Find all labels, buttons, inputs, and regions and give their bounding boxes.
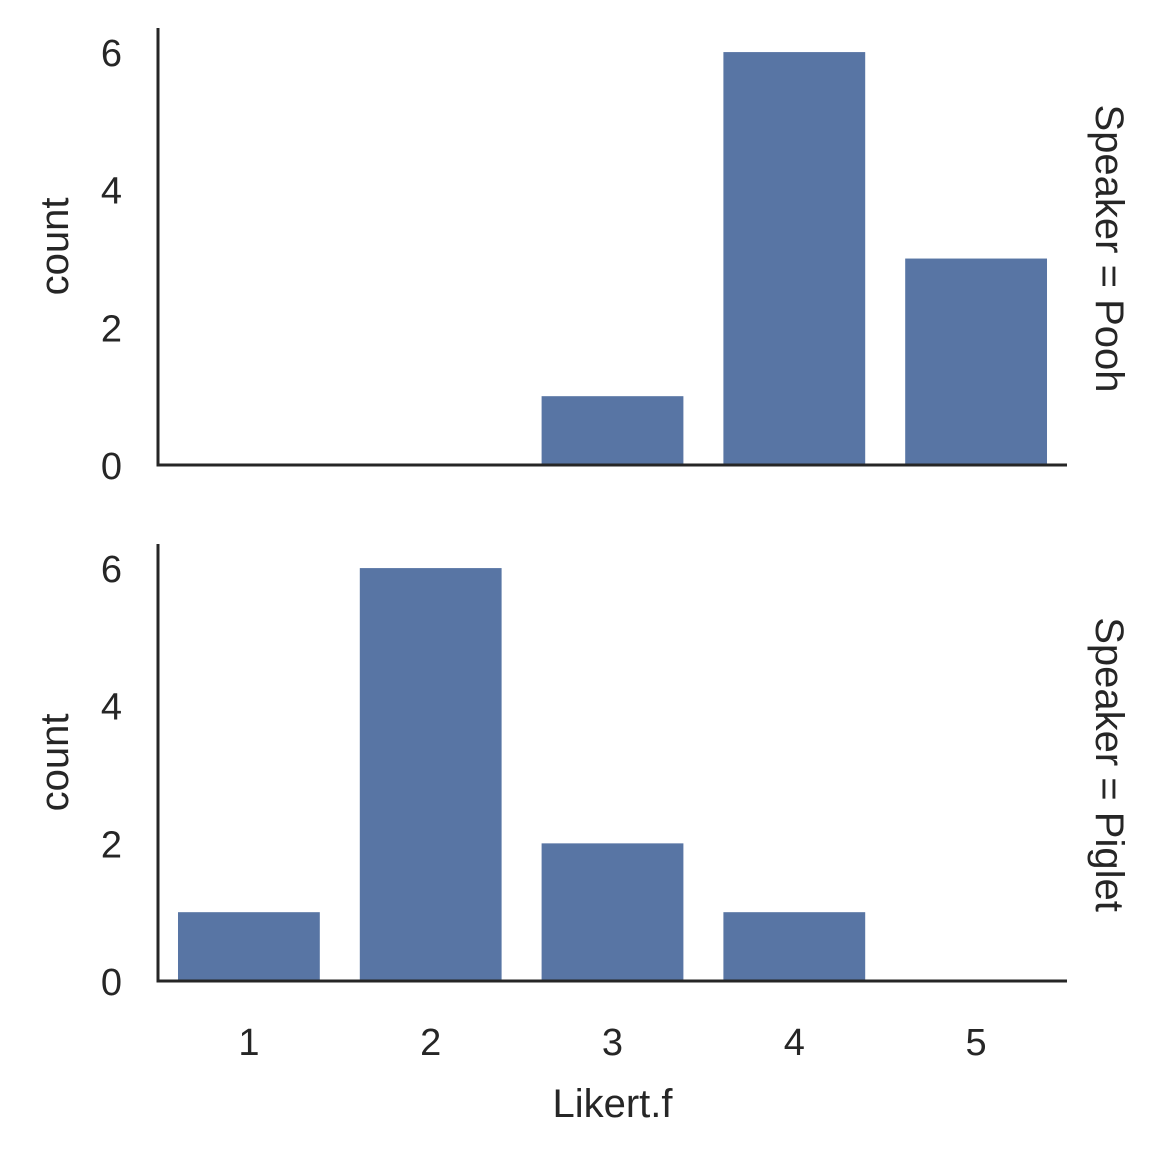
bar-3 <box>541 396 684 465</box>
y-tick-label: 4 <box>101 171 122 213</box>
y-tick-label: 4 <box>101 687 122 729</box>
y-tick-label: 6 <box>101 549 122 591</box>
facet-label: Speaker = Pooh <box>1087 105 1131 393</box>
x-tick-label: 1 <box>238 1022 259 1064</box>
x-tick-label: 4 <box>784 1022 805 1064</box>
y-axis-label: count <box>33 198 77 296</box>
x-tick-label: 2 <box>420 1022 441 1064</box>
bar-4 <box>723 912 866 981</box>
x-tick-label: 3 <box>602 1022 623 1064</box>
y-tick-label: 6 <box>101 33 122 75</box>
bar-2 <box>359 568 502 981</box>
bar-4 <box>723 52 866 466</box>
bar-1 <box>177 912 320 981</box>
bar-3 <box>541 843 684 981</box>
y-tick-label: 0 <box>101 962 122 1004</box>
x-axis-label: Likert.f <box>552 1082 673 1126</box>
y-tick-label: 2 <box>101 824 122 866</box>
y-tick-label: 2 <box>101 308 122 350</box>
y-axis-label: count <box>33 714 77 812</box>
bar-5 <box>905 258 1048 465</box>
x-tick-label: 5 <box>966 1022 987 1064</box>
y-tick-label: 0 <box>101 446 122 488</box>
facet-label: Speaker = Piglet <box>1087 617 1131 912</box>
